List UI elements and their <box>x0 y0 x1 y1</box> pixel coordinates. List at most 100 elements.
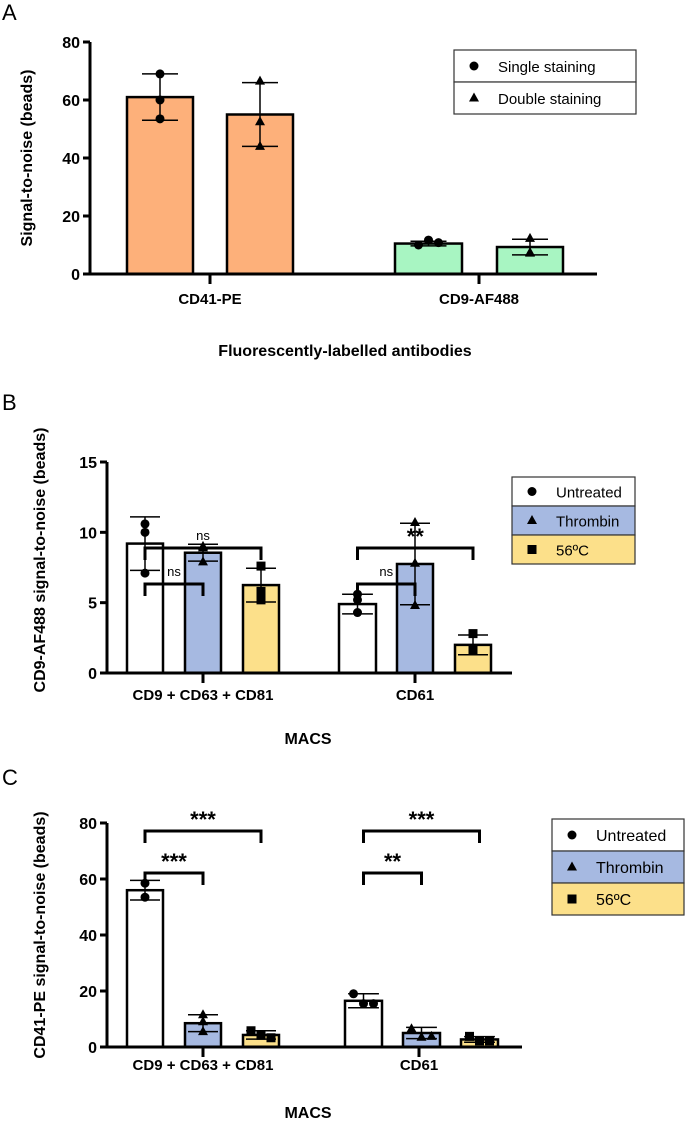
panel-a-legend-marker-triangle-icon <box>469 92 479 102</box>
panel-c-datapoint-1-1-2 <box>426 1030 437 1040</box>
panel-b-category-label-1: CD61 <box>396 687 434 704</box>
panel-b-significance-label-0: ns <box>167 564 181 579</box>
panel-b-ytick-label-0: 0 <box>88 666 97 683</box>
panel-c-significance-bracket-0 <box>143 871 205 885</box>
panel-c-datapoint-0-2-0 <box>246 1026 256 1036</box>
panel-a-legend-label-0: Single staining <box>498 59 596 76</box>
panel-c-legend-label-2: 56ºC <box>596 892 631 909</box>
panel-c-significance-label-2: ** <box>384 849 402 874</box>
panel-c-significance-label-3: *** <box>409 807 435 832</box>
panel-b-bar-0-1 <box>183 551 223 675</box>
panel-b-datapoint-0-1-2 <box>198 556 208 566</box>
panel-c-category-label-0: CD9 + CD63 + CD81 <box>133 1057 274 1074</box>
panel-b-ylabel: CD9-AF488 signal-to-noise (beads) <box>32 428 49 693</box>
panel-b-datapoint-0-0-2 <box>140 568 150 578</box>
panel-c-datapoint-1-0-0 <box>349 989 358 999</box>
panel-c-category-label-1: CD61 <box>400 1057 438 1074</box>
panel-b-xlabel: MACS <box>284 731 331 748</box>
panel-a-datapoint-0-0-1 <box>155 95 165 105</box>
panel-b-datapoint-0-2-0 <box>256 561 266 571</box>
panel-c-datapoint-0-1-2 <box>198 1026 208 1036</box>
panel-c-datapoint-0-0-1 <box>140 892 150 902</box>
panel-b-datapoint-1-0-2 <box>353 608 362 618</box>
panel-c-datapoint-1-2-1 <box>475 1036 484 1046</box>
panel-c-significance-bracket-1 <box>143 829 263 843</box>
panel-c-datapoint-0-2-1 <box>256 1030 266 1040</box>
panel-label-a: A <box>2 0 17 25</box>
panel-a-datapoint-0-1-1 <box>255 116 265 126</box>
panel-c-ytick-label-3: 60 <box>79 872 97 889</box>
panel-b-datapoint-1-1-2 <box>410 599 420 609</box>
panel-label-c: C <box>2 765 18 790</box>
panel-b-ytick-label-3: 15 <box>79 455 97 472</box>
panel-b-legend-marker-triangle-icon <box>527 515 537 524</box>
panel-a-ytick-label-3: 60 <box>62 93 80 110</box>
panel-a-datapoint-0-0-2 <box>155 114 165 124</box>
panel-b-datapoint-1-1-1 <box>410 557 420 567</box>
panel-a-datapoint-1-0-2 <box>434 238 443 248</box>
panel-a-datapoint-1-1-0 <box>525 232 535 242</box>
panel-b-significance-label-1: ns <box>196 528 210 543</box>
panel-b-legend-label-2: 56ºC <box>556 543 589 560</box>
panel-b-datapoint-1-2-0 <box>468 629 478 639</box>
panel-a-datapoint-1-1-2 <box>525 247 535 257</box>
panel-b-legend-label-0: Untreated <box>556 485 622 502</box>
panel-c-bar-0-0 <box>125 888 165 1049</box>
panel-c-significance-bracket-3 <box>362 829 481 843</box>
panel-a-bar-0-0 <box>125 95 195 276</box>
panel-b-legend-marker-circle-icon <box>527 487 537 496</box>
panel-b-significance-bracket-2 <box>356 582 417 596</box>
panel-a-bar-1-0 <box>393 242 464 276</box>
panel-a-category-label-0: CD41-PE <box>178 291 241 308</box>
panel-c-legend-label-1: Thrombin <box>596 860 664 877</box>
panel-b-datapoint-1-1-0 <box>410 516 420 526</box>
panel-label-b: B <box>2 390 17 415</box>
panel-b-plot: 0 5 10 15 CD9 + CD63 + CD81 CD61 ns ns ns ** Untre… <box>79 455 636 704</box>
panel-b-datapoint-0-2-1 <box>256 586 266 596</box>
panel-c-datapoint-1-2-0 <box>465 1031 474 1041</box>
panel-c-legend-marker-circle-icon <box>567 830 577 840</box>
panel-c-ytick-label-4: 80 <box>79 816 97 833</box>
panel-a-datapoint-0-0-0 <box>155 69 165 79</box>
panel-c-datapoint-1-1-1 <box>416 1031 427 1041</box>
panel-c-legend-marker-square-icon <box>567 894 577 904</box>
panel-a-ytick-label-4: 80 <box>62 35 80 52</box>
panel-c-ylabel: CD41-PE signal-to-noise (beads) <box>32 811 49 1058</box>
panel-a-legend-marker-circle-icon <box>469 61 479 71</box>
panel-c-significance-bracket-2 <box>362 871 423 885</box>
panel-c-datapoint-0-1-1 <box>198 1016 208 1026</box>
panel-b-legend-label-1: Thrombin <box>556 514 619 531</box>
panel-b-ytick-label-2: 10 <box>79 525 97 542</box>
panel-c-datapoint-1-2-2 <box>485 1036 494 1046</box>
panel-a-datapoint-1-0-1 <box>424 235 433 245</box>
panel-b-ytick-label-1: 5 <box>88 596 97 613</box>
panel-a-category-label-1: CD9-AF488 <box>439 291 519 308</box>
panel-a-ytick-label-2: 40 <box>62 151 80 168</box>
panel-c-significance-label-1: *** <box>190 807 216 832</box>
panel-b-significance-bracket-3 <box>356 546 475 560</box>
panel-a-ytick-label-1: 20 <box>62 209 80 226</box>
panel-a-ylabel: Signal-to-noise (beads) <box>19 70 36 247</box>
panel-b-legend-marker-square-icon <box>527 545 537 554</box>
panel-b-significance-bracket-0 <box>143 582 205 596</box>
panel-c-datapoint-1-0-1 <box>359 999 368 1009</box>
panel-b-datapoint-1-2-2 <box>468 645 478 655</box>
panel-a-legend-row-1 <box>453 81 637 115</box>
panel-c-datapoint-0-2-2 <box>266 1033 276 1043</box>
panel-a-xlabel: Fluorescently-labelled antibodies <box>218 343 471 360</box>
panel-b-datapoint-0-0-0 <box>140 519 150 529</box>
panel-a-datapoint-0-1-2 <box>255 140 265 150</box>
panel-a-datapoint-0-1-0 <box>255 75 265 85</box>
panel-a-datapoint-1-0-0 <box>414 240 423 250</box>
panel-c-significance-label-0: *** <box>161 849 187 874</box>
panel-c-legend-label-0: Untreated <box>596 828 666 845</box>
panel-b-datapoint-1-0-1 <box>353 595 362 605</box>
panel-c-ytick-label-1: 20 <box>79 984 97 1001</box>
panel-c-ytick-label-2: 40 <box>79 928 97 945</box>
panel-c-datapoint-0-1-0 <box>198 1009 208 1019</box>
panel-a-plot: 0 20 40 60 80 CD41-PE CD9-AF488 Single staining… <box>62 35 637 308</box>
panel-b-significance-label-3: ** <box>407 524 425 549</box>
panel-a-ytick-label-0: 0 <box>71 267 80 284</box>
